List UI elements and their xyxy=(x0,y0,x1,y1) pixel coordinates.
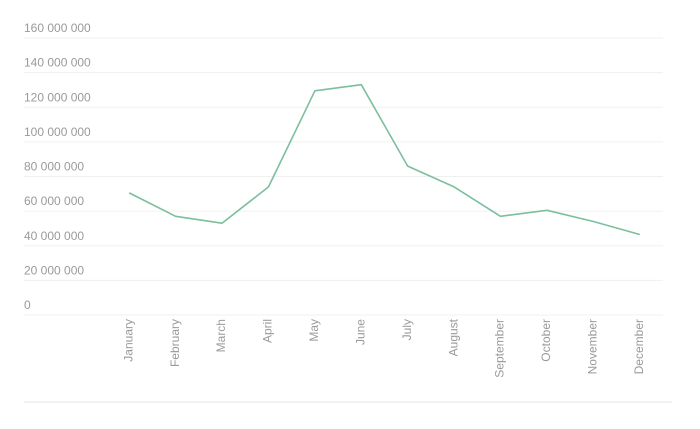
x-axis-tick-labels: January February March April May June July Augu… xyxy=(121,318,646,377)
y-tick-label: 60 000 000 xyxy=(24,194,84,208)
y-axis-tick-labels: 0 20 000 000 40 000 000 60 000 000 80 000 00… xyxy=(24,21,91,312)
x-tick-label: February xyxy=(168,319,182,367)
data-point[interactable] xyxy=(265,184,271,190)
x-tick-label: June xyxy=(353,319,367,345)
y-tick-label: 80 000 000 xyxy=(24,160,84,174)
y-tick-label: 0 xyxy=(24,298,31,312)
data-point[interactable] xyxy=(219,220,225,226)
y-tick-label: 120 000 000 xyxy=(24,90,91,104)
y-tick-label: 160 000 000 xyxy=(24,21,91,35)
x-tick-label: September xyxy=(493,319,507,378)
x-tick-label: January xyxy=(121,319,135,362)
y-tick-label: 20 000 000 xyxy=(24,263,84,277)
y-tick-label: 140 000 000 xyxy=(24,56,91,70)
x-tick-label: July xyxy=(400,319,414,340)
data-point[interactable] xyxy=(358,82,364,88)
data-point[interactable] xyxy=(498,213,504,219)
data-point[interactable] xyxy=(126,190,132,196)
y-tick-label: 100 000 000 xyxy=(24,125,91,139)
x-tick-label: April xyxy=(261,319,275,343)
x-tick-label: August xyxy=(446,318,460,356)
series-group xyxy=(126,82,643,237)
data-point[interactable] xyxy=(590,219,596,225)
x-tick-label: March xyxy=(214,319,228,352)
y-tick-label: 40 000 000 xyxy=(24,229,84,243)
gridlines xyxy=(24,37,663,316)
x-tick-label: December xyxy=(632,319,646,374)
x-tick-label: October xyxy=(539,319,553,362)
x-tick-label: November xyxy=(586,319,600,374)
data-point[interactable] xyxy=(405,163,411,169)
series-line xyxy=(128,83,641,236)
data-point[interactable] xyxy=(637,231,643,237)
data-point[interactable] xyxy=(312,88,318,94)
x-tick-label: May xyxy=(307,319,321,342)
data-point[interactable] xyxy=(544,207,550,213)
data-point[interactable] xyxy=(173,213,179,219)
data-point[interactable] xyxy=(451,184,457,190)
